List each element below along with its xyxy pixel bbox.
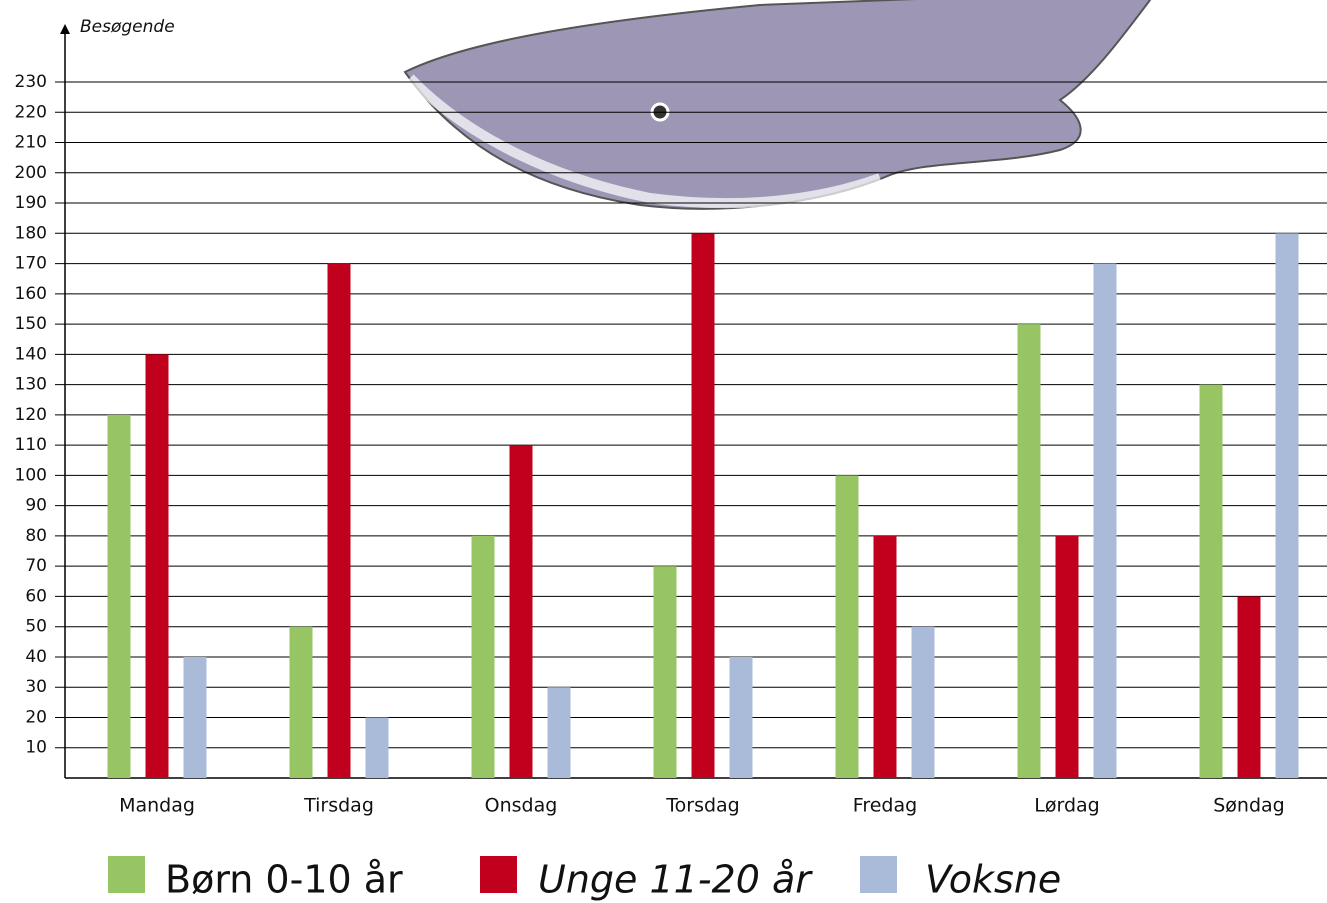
bar (183, 656, 207, 778)
x-tick-label: Søndag (1213, 795, 1285, 817)
y-tick-label: 170 (15, 254, 47, 274)
legend-label: Voksne (925, 858, 1061, 902)
bar (471, 535, 495, 778)
y-tick-label: 230 (15, 72, 47, 92)
bar (653, 566, 677, 778)
legend-label: Børn 0-10 år (165, 858, 403, 902)
x-tick-label: Tirsdag (303, 795, 374, 817)
y-tick-label: 220 (15, 102, 47, 122)
y-tick-label: 200 (15, 163, 47, 183)
bar (1199, 384, 1223, 778)
y-tick-label: 100 (15, 465, 47, 485)
y-tick-label: 20 (25, 707, 47, 727)
x-tick-label: Onsdag (485, 795, 558, 817)
bar (873, 535, 897, 778)
legend-swatch (860, 856, 897, 893)
y-tick-label: 190 (15, 193, 47, 213)
y-axis-arrow (60, 24, 70, 34)
bar (1093, 263, 1117, 779)
bar (1017, 324, 1041, 778)
legend-swatch (108, 856, 145, 893)
bar (327, 263, 351, 779)
x-tick-label: Fredag (853, 795, 917, 817)
whale-body (403, 0, 1151, 210)
bar (1237, 596, 1261, 778)
bar (289, 626, 313, 778)
bar (365, 717, 389, 778)
whale-belly (406, 74, 882, 209)
y-tick-label: 140 (15, 344, 47, 364)
legend-swatch (480, 856, 517, 893)
y-tick-label: 70 (25, 556, 47, 576)
y-tick-label: 50 (25, 617, 47, 637)
y-tick-label: 80 (25, 526, 47, 546)
y-tick-label: 160 (15, 284, 47, 304)
bar (911, 626, 935, 778)
x-tick-label: Mandag (119, 795, 195, 817)
bar (729, 656, 753, 778)
bar (1275, 233, 1299, 779)
y-tick-label: 150 (15, 314, 47, 334)
whale-illustration (403, 0, 1151, 210)
bar (547, 687, 571, 778)
x-tick-label: Lørdag (1034, 795, 1099, 817)
y-tick-label: 110 (15, 435, 47, 455)
y-tick-label: 120 (15, 405, 47, 425)
y-tick-label: 180 (15, 223, 47, 243)
bar (1055, 535, 1079, 778)
legend-label: Unge 11-20 år (538, 858, 813, 902)
y-tick-label: 10 (25, 738, 47, 758)
y-tick-label: 40 (25, 647, 47, 667)
bar (691, 233, 715, 779)
bar (107, 414, 131, 778)
y-tick-label: 210 (15, 133, 47, 153)
x-tick-label: Torsdag (665, 795, 739, 817)
bar (509, 445, 533, 778)
bar (145, 354, 169, 778)
y-axis-label: Besøgende (80, 17, 175, 37)
y-tick-label: 60 (25, 586, 47, 606)
y-tick-label: 90 (25, 496, 47, 516)
y-tick-label: 130 (15, 375, 47, 395)
y-tick-label: 30 (25, 677, 47, 697)
bar (835, 475, 859, 778)
